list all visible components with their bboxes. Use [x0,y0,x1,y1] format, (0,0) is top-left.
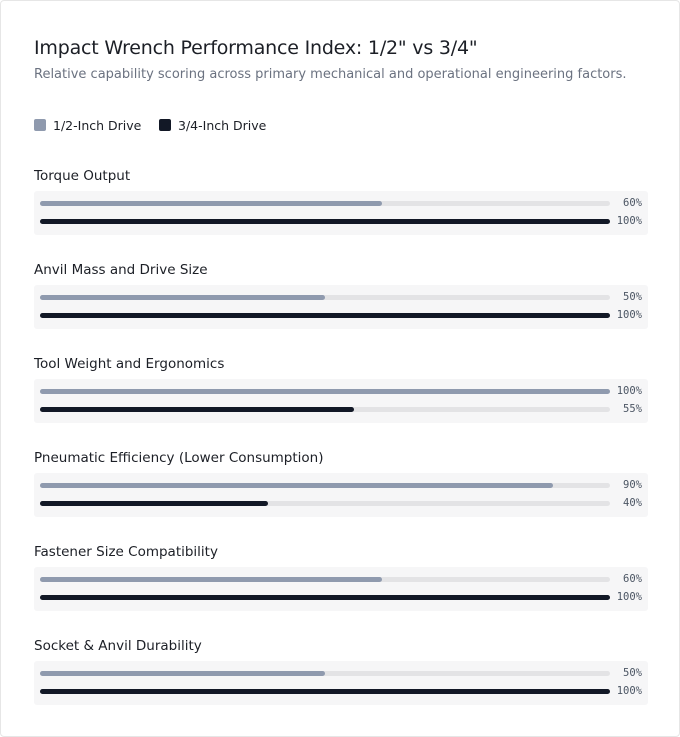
value-label: 60% [623,197,642,209]
value-label: 60% [623,573,642,585]
category-label: Torque Output [34,168,131,184]
bar-track [40,313,610,318]
bar-track [40,595,610,600]
bar-group-panel: 100% 55% [34,379,648,423]
bar-group-panel: 90% 40% [34,473,648,517]
bar-group-panel: 60% 100% [34,191,648,235]
category-label: Pneumatic Efficiency (Lower Consumption) [34,450,324,466]
bar-half-inch [40,577,382,582]
bar-three-quarter-inch [40,501,268,506]
category-label: Tool Weight and Ergonomics [34,356,225,372]
bar-track [40,483,610,488]
legend-item-series-2: 3/4-Inch Drive [159,117,266,133]
bar-three-quarter-inch [40,595,610,600]
legend-label-series-1: 1/2-Inch Drive [53,117,142,133]
bar-half-inch [40,201,382,206]
value-label: 100% [616,591,642,603]
legend-label-series-2: 3/4-Inch Drive [178,117,267,133]
value-label: 40% [623,497,642,509]
bar-track [40,201,610,206]
category-label: Socket & Anvil Durability [34,638,202,654]
value-label: 90% [623,479,642,491]
bar-track [40,295,610,300]
bar-half-inch [40,671,325,676]
bar-group-panel: 50% 100% [34,661,648,705]
value-label: 100% [616,215,642,227]
bar-three-quarter-inch [40,407,354,412]
bar-track [40,219,610,224]
bar-half-inch [40,295,325,300]
bar-group-panel: 60% 100% [34,567,648,611]
bar-track [40,501,610,506]
category-label: Fastener Size Compatibility [34,544,218,560]
value-label: 50% [623,291,642,303]
legend-item-series-1: 1/2-Inch Drive [34,117,141,133]
legend-swatch-series-1 [34,119,46,131]
bar-three-quarter-inch [40,689,610,694]
bar-track [40,689,610,694]
bar-track [40,389,610,394]
bar-half-inch [40,483,553,488]
value-label: 100% [616,385,642,397]
value-label: 100% [616,309,642,321]
category-label: Anvil Mass and Drive Size [34,262,208,278]
bar-track [40,577,610,582]
value-label: 55% [623,403,642,415]
bar-track [40,671,610,676]
bar-three-quarter-inch [40,313,610,318]
chart-subtitle: Relative capability scoring across prima… [34,67,627,82]
legend-swatch-series-2 [159,119,171,131]
value-label: 50% [623,667,642,679]
value-label: 100% [616,685,642,697]
bar-group-panel: 50% 100% [34,285,648,329]
bar-three-quarter-inch [40,219,610,224]
bar-half-inch [40,389,610,394]
chart-title: Impact Wrench Performance Index: 1/2" vs… [34,37,478,59]
bar-track [40,407,610,412]
